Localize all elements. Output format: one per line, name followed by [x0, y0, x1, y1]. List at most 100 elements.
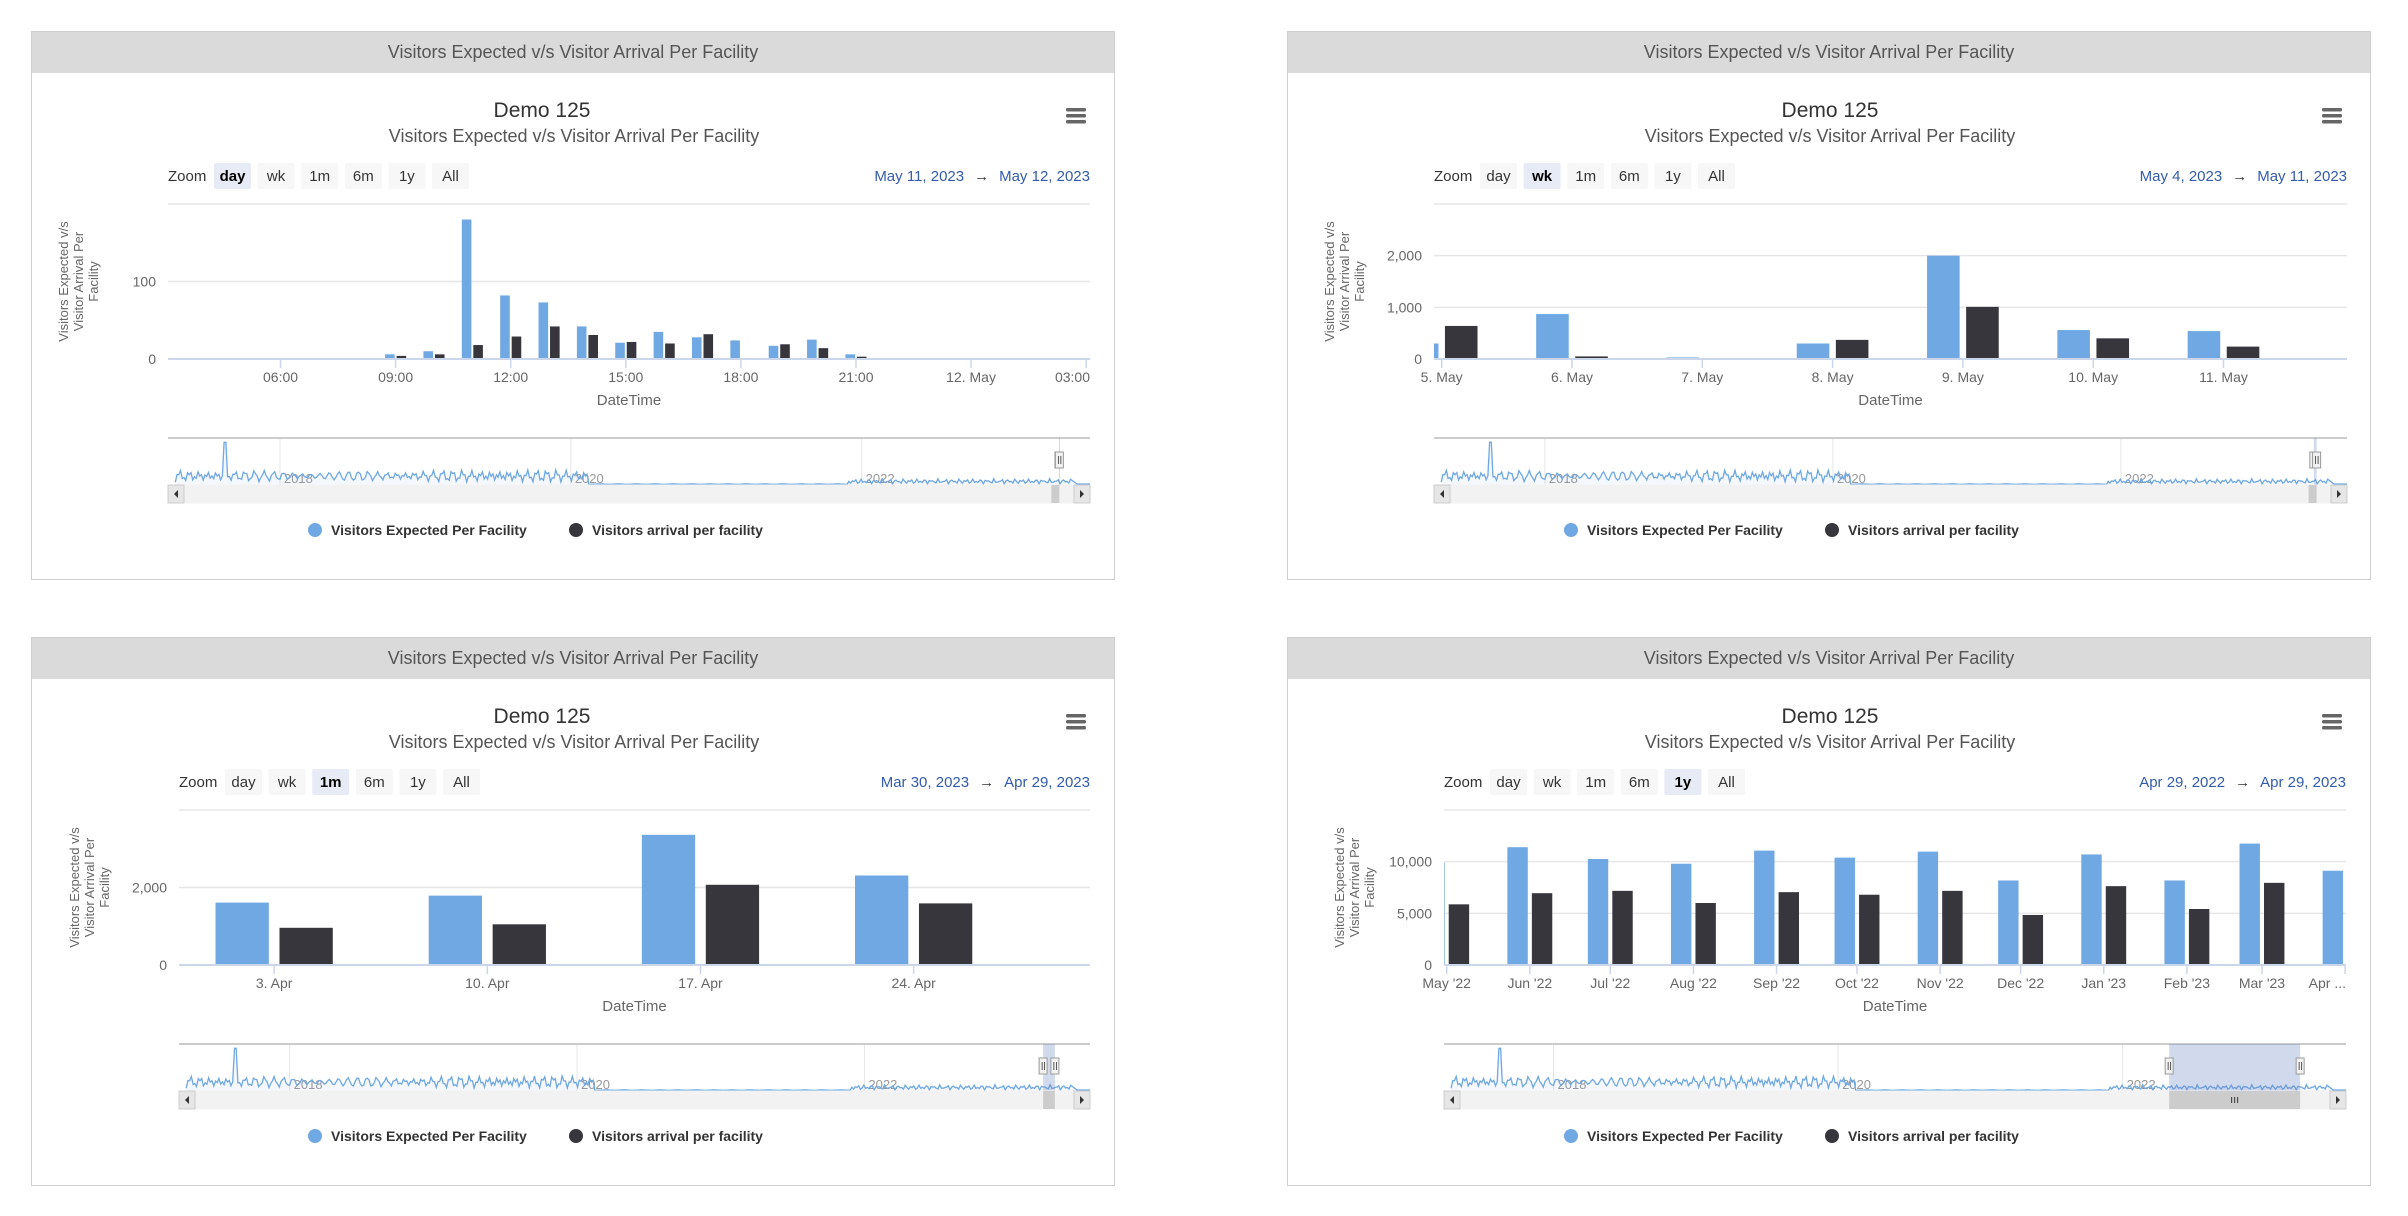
zoom-button-6m[interactable]: 6m: [355, 769, 393, 795]
bar-arrival[interactable]: [473, 345, 483, 359]
zoom-button-1m[interactable]: 1m: [301, 163, 339, 189]
bar-arrival[interactable]: [2188, 908, 2210, 965]
bar-expected[interactable]: [641, 834, 696, 965]
scrollbar-thumb[interactable]: [2308, 485, 2317, 503]
legend-item[interactable]: Visitors arrival per facility: [1825, 522, 2019, 538]
bar-expected[interactable]: [428, 895, 482, 965]
bar-arrival[interactable]: [918, 903, 973, 965]
bar-arrival[interactable]: [2264, 882, 2285, 965]
bar-expected[interactable]: [1536, 314, 1569, 359]
bar-expected[interactable]: [1587, 858, 1609, 965]
zoom-button-1m[interactable]: 1m: [312, 769, 350, 795]
range-from-input[interactable]: Apr 29, 2022: [2139, 774, 2225, 791]
bar-expected[interactable]: [768, 345, 779, 359]
zoom-button-All[interactable]: All: [1708, 769, 1745, 795]
bar-arrival[interactable]: [780, 344, 790, 359]
zoom-button-6m[interactable]: 6m: [1620, 769, 1658, 795]
bar-expected[interactable]: [1670, 863, 1692, 965]
zoom-button-All[interactable]: All: [443, 769, 480, 795]
bar-arrival[interactable]: [1942, 890, 1963, 965]
bar-expected[interactable]: [461, 219, 472, 360]
bar-expected[interactable]: [2322, 870, 2344, 965]
hamburger-menu-icon[interactable]: [2322, 714, 2342, 730]
navigator-selection-mask[interactable]: [2169, 1044, 2301, 1091]
zoom-button-All[interactable]: All: [1698, 163, 1735, 189]
bar-expected[interactable]: [691, 337, 702, 359]
legend-item[interactable]: Visitors arrival per facility: [1825, 1128, 2019, 1144]
zoom-button-day[interactable]: day: [225, 769, 262, 795]
legend-item[interactable]: Visitors arrival per facility: [569, 522, 763, 538]
zoom-button-6m[interactable]: 6m: [344, 163, 382, 189]
bar-arrival[interactable]: [1835, 339, 1869, 359]
range-to-input[interactable]: Apr 29, 2023: [2260, 774, 2346, 791]
bar-expected[interactable]: [215, 902, 269, 965]
range-from-input[interactable]: May 4, 2023: [2140, 168, 2223, 185]
bar-expected[interactable]: [2164, 880, 2185, 965]
bar-arrival[interactable]: [665, 343, 675, 360]
bar-expected[interactable]: [1754, 850, 1775, 965]
bar-expected[interactable]: [1796, 343, 1830, 360]
bar-arrival[interactable]: [856, 356, 867, 359]
zoom-button-wk[interactable]: wk: [257, 163, 295, 189]
bar-arrival[interactable]: [511, 336, 522, 359]
bar-arrival[interactable]: [626, 341, 637, 359]
bar-expected[interactable]: [385, 354, 395, 359]
zoom-button-1y[interactable]: 1y: [388, 163, 426, 189]
bar-arrival[interactable]: [279, 927, 333, 965]
scrollbar[interactable]: [178, 1090, 1091, 1110]
scrollbar[interactable]: [1443, 1090, 2347, 1110]
bar-arrival[interactable]: [434, 354, 445, 359]
zoom-button-1m[interactable]: 1m: [1577, 769, 1615, 795]
zoom-button-1y[interactable]: 1y: [399, 769, 437, 795]
bar-expected[interactable]: [807, 339, 817, 359]
navigator-handle-left[interactable]: [1038, 1057, 1048, 1075]
scroll-right-button[interactable]: [1073, 484, 1091, 504]
bar-arrival[interactable]: [492, 924, 546, 965]
bar-arrival[interactable]: [2226, 346, 2260, 359]
bar-expected[interactable]: [653, 331, 664, 359]
zoom-button-wk[interactable]: wk: [1523, 163, 1561, 189]
scroll-left-button[interactable]: [167, 484, 185, 504]
bar-expected[interactable]: [500, 295, 510, 359]
hamburger-menu-icon[interactable]: [1066, 714, 1086, 730]
bar-arrival[interactable]: [1695, 903, 1716, 965]
bar-expected[interactable]: [1424, 862, 1445, 965]
bar-arrival[interactable]: [2105, 886, 2127, 965]
bar-arrival[interactable]: [2022, 914, 2044, 965]
zoom-button-wk[interactable]: wk: [268, 769, 306, 795]
scrollbar-thumb[interactable]: [1043, 1091, 1055, 1109]
bar-arrival[interactable]: [818, 348, 829, 359]
navigator-handle-left[interactable]: [2164, 1057, 2174, 1075]
legend-item[interactable]: Visitors arrival per facility: [569, 1128, 763, 1144]
hamburger-menu-icon[interactable]: [1066, 108, 1086, 124]
bar-arrival[interactable]: [396, 355, 407, 359]
bar-expected[interactable]: [855, 875, 909, 965]
bar-arrival[interactable]: [1575, 356, 1608, 359]
scroll-left-button[interactable]: [1433, 484, 1451, 504]
bar-arrival[interactable]: [703, 334, 714, 359]
bar-expected[interactable]: [576, 326, 587, 359]
bar-arrival[interactable]: [1448, 904, 1470, 965]
zoom-button-day[interactable]: day: [214, 163, 251, 189]
navigator-handle-right[interactable]: [2312, 451, 2322, 469]
bar-expected[interactable]: [2187, 331, 2221, 359]
bar-expected[interactable]: [1507, 847, 1528, 965]
range-to-input[interactable]: May 12, 2023: [999, 168, 1090, 185]
legend-item[interactable]: Visitors Expected Per Facility: [308, 522, 527, 538]
scroll-left-button[interactable]: [178, 1090, 196, 1110]
bar-expected[interactable]: [1917, 851, 1939, 965]
navigator-handle-right[interactable]: [1054, 451, 1064, 469]
range-from-input[interactable]: Mar 30, 2023: [881, 774, 969, 791]
scrollbar[interactable]: [1433, 484, 2348, 504]
bar-arrival[interactable]: [1531, 893, 1553, 965]
bar-expected[interactable]: [615, 342, 625, 359]
navigator-selection-mask[interactable]: [1043, 1044, 1055, 1091]
navigator-handle-right[interactable]: [2295, 1057, 2305, 1075]
bar-expected[interactable]: [1998, 880, 2019, 965]
scrollbar[interactable]: [167, 484, 1091, 504]
legend-item[interactable]: Visitors Expected Per Facility: [308, 1128, 527, 1144]
bar-arrival[interactable]: [1859, 894, 1880, 965]
zoom-button-1y[interactable]: 1y: [1664, 769, 1702, 795]
bar-arrival[interactable]: [550, 326, 560, 359]
scroll-right-button[interactable]: [2330, 484, 2348, 504]
